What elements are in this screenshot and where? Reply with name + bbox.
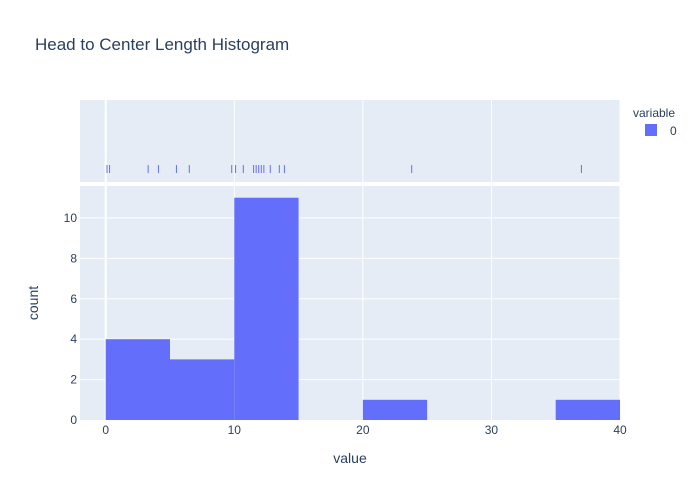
x-axis-title: value: [333, 450, 367, 466]
chart-title: Head to Center Length Histogram: [35, 35, 289, 54]
y-axis-title: count: [25, 286, 41, 320]
histogram-bar: [555, 399, 620, 420]
x-tick-label: 40: [613, 423, 627, 437]
legend-label: 0: [670, 124, 677, 138]
histogram-bar: [105, 339, 170, 420]
y-axis-ticks: 0 2 4 6 8 10: [64, 211, 78, 427]
rug-plot-background: [80, 100, 620, 182]
legend: variable 0: [633, 106, 677, 138]
y-tick-label: 10: [64, 211, 78, 225]
y-tick-label: 4: [70, 332, 77, 346]
histogram-bar: [170, 359, 235, 420]
histogram-bar: [362, 399, 428, 420]
x-tick-label: 20: [356, 423, 370, 437]
y-tick-label: 6: [70, 292, 77, 306]
rug-gridlines: [104, 100, 621, 182]
x-tick-label: 30: [485, 423, 499, 437]
y-tick-label: 2: [70, 373, 77, 387]
x-tick-label: 0: [102, 423, 109, 437]
histogram-bars: [105, 197, 620, 420]
x-tick-label: 10: [228, 423, 242, 437]
y-tick-label: 0: [70, 413, 77, 427]
y-tick-label: 8: [70, 251, 77, 265]
histogram-bar: [234, 197, 299, 420]
legend-title: variable: [633, 106, 675, 120]
legend-swatch[interactable]: [645, 124, 657, 136]
rug-marks: [106, 165, 582, 173]
x-axis-ticks: 0 10 20 30 40: [102, 423, 627, 437]
